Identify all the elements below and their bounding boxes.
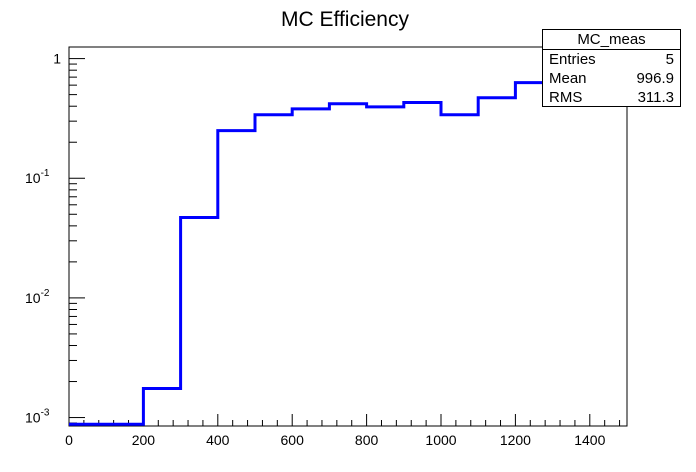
series-histogram: [69, 76, 627, 426]
stats-title: MC_meas: [543, 30, 680, 50]
y-tick-label: 10-3: [25, 408, 50, 426]
x-tick-label: 0: [65, 432, 73, 448]
stats-mean-label: Mean: [549, 70, 587, 87]
y-axis: 1 10-1 10-2 10-3: [25, 51, 85, 426]
x-tick-label: 600: [281, 432, 305, 448]
x-tick-label: 1200: [500, 432, 531, 448]
x-tick-label: 1000: [425, 432, 456, 448]
stats-rms-label: RMS: [549, 89, 583, 106]
y-tick-label: 1: [53, 51, 61, 67]
stats-row-rms: RMS 311.3: [543, 88, 680, 107]
x-tick-label: 800: [355, 432, 379, 448]
stats-box: MC_meas Entries 5 Mean 996.9 RMS 311.3: [542, 29, 681, 107]
stats-row-mean: Mean 996.9: [543, 69, 680, 88]
stats-row-entries: Entries 5: [543, 50, 680, 69]
chart-title: MC Efficiency: [281, 8, 409, 31]
histogram-step-line: [69, 76, 627, 426]
x-tick-label: 1400: [574, 432, 605, 448]
x-tick-label: 200: [132, 432, 156, 448]
stats-entries-label: Entries: [549, 51, 596, 68]
x-tick-label: 400: [206, 432, 230, 448]
stats-entries-value: 5: [665, 51, 674, 68]
x-axis: 0 200 400 600 800 1000 1200 1400: [65, 414, 621, 448]
y-tick-label: 10-1: [25, 168, 50, 186]
stats-rms-value: 311.3: [637, 89, 674, 106]
stats-mean-value: 996.9: [636, 70, 674, 87]
plot-frame: [68, 46, 628, 427]
y-tick-label: 10-2: [25, 288, 50, 306]
